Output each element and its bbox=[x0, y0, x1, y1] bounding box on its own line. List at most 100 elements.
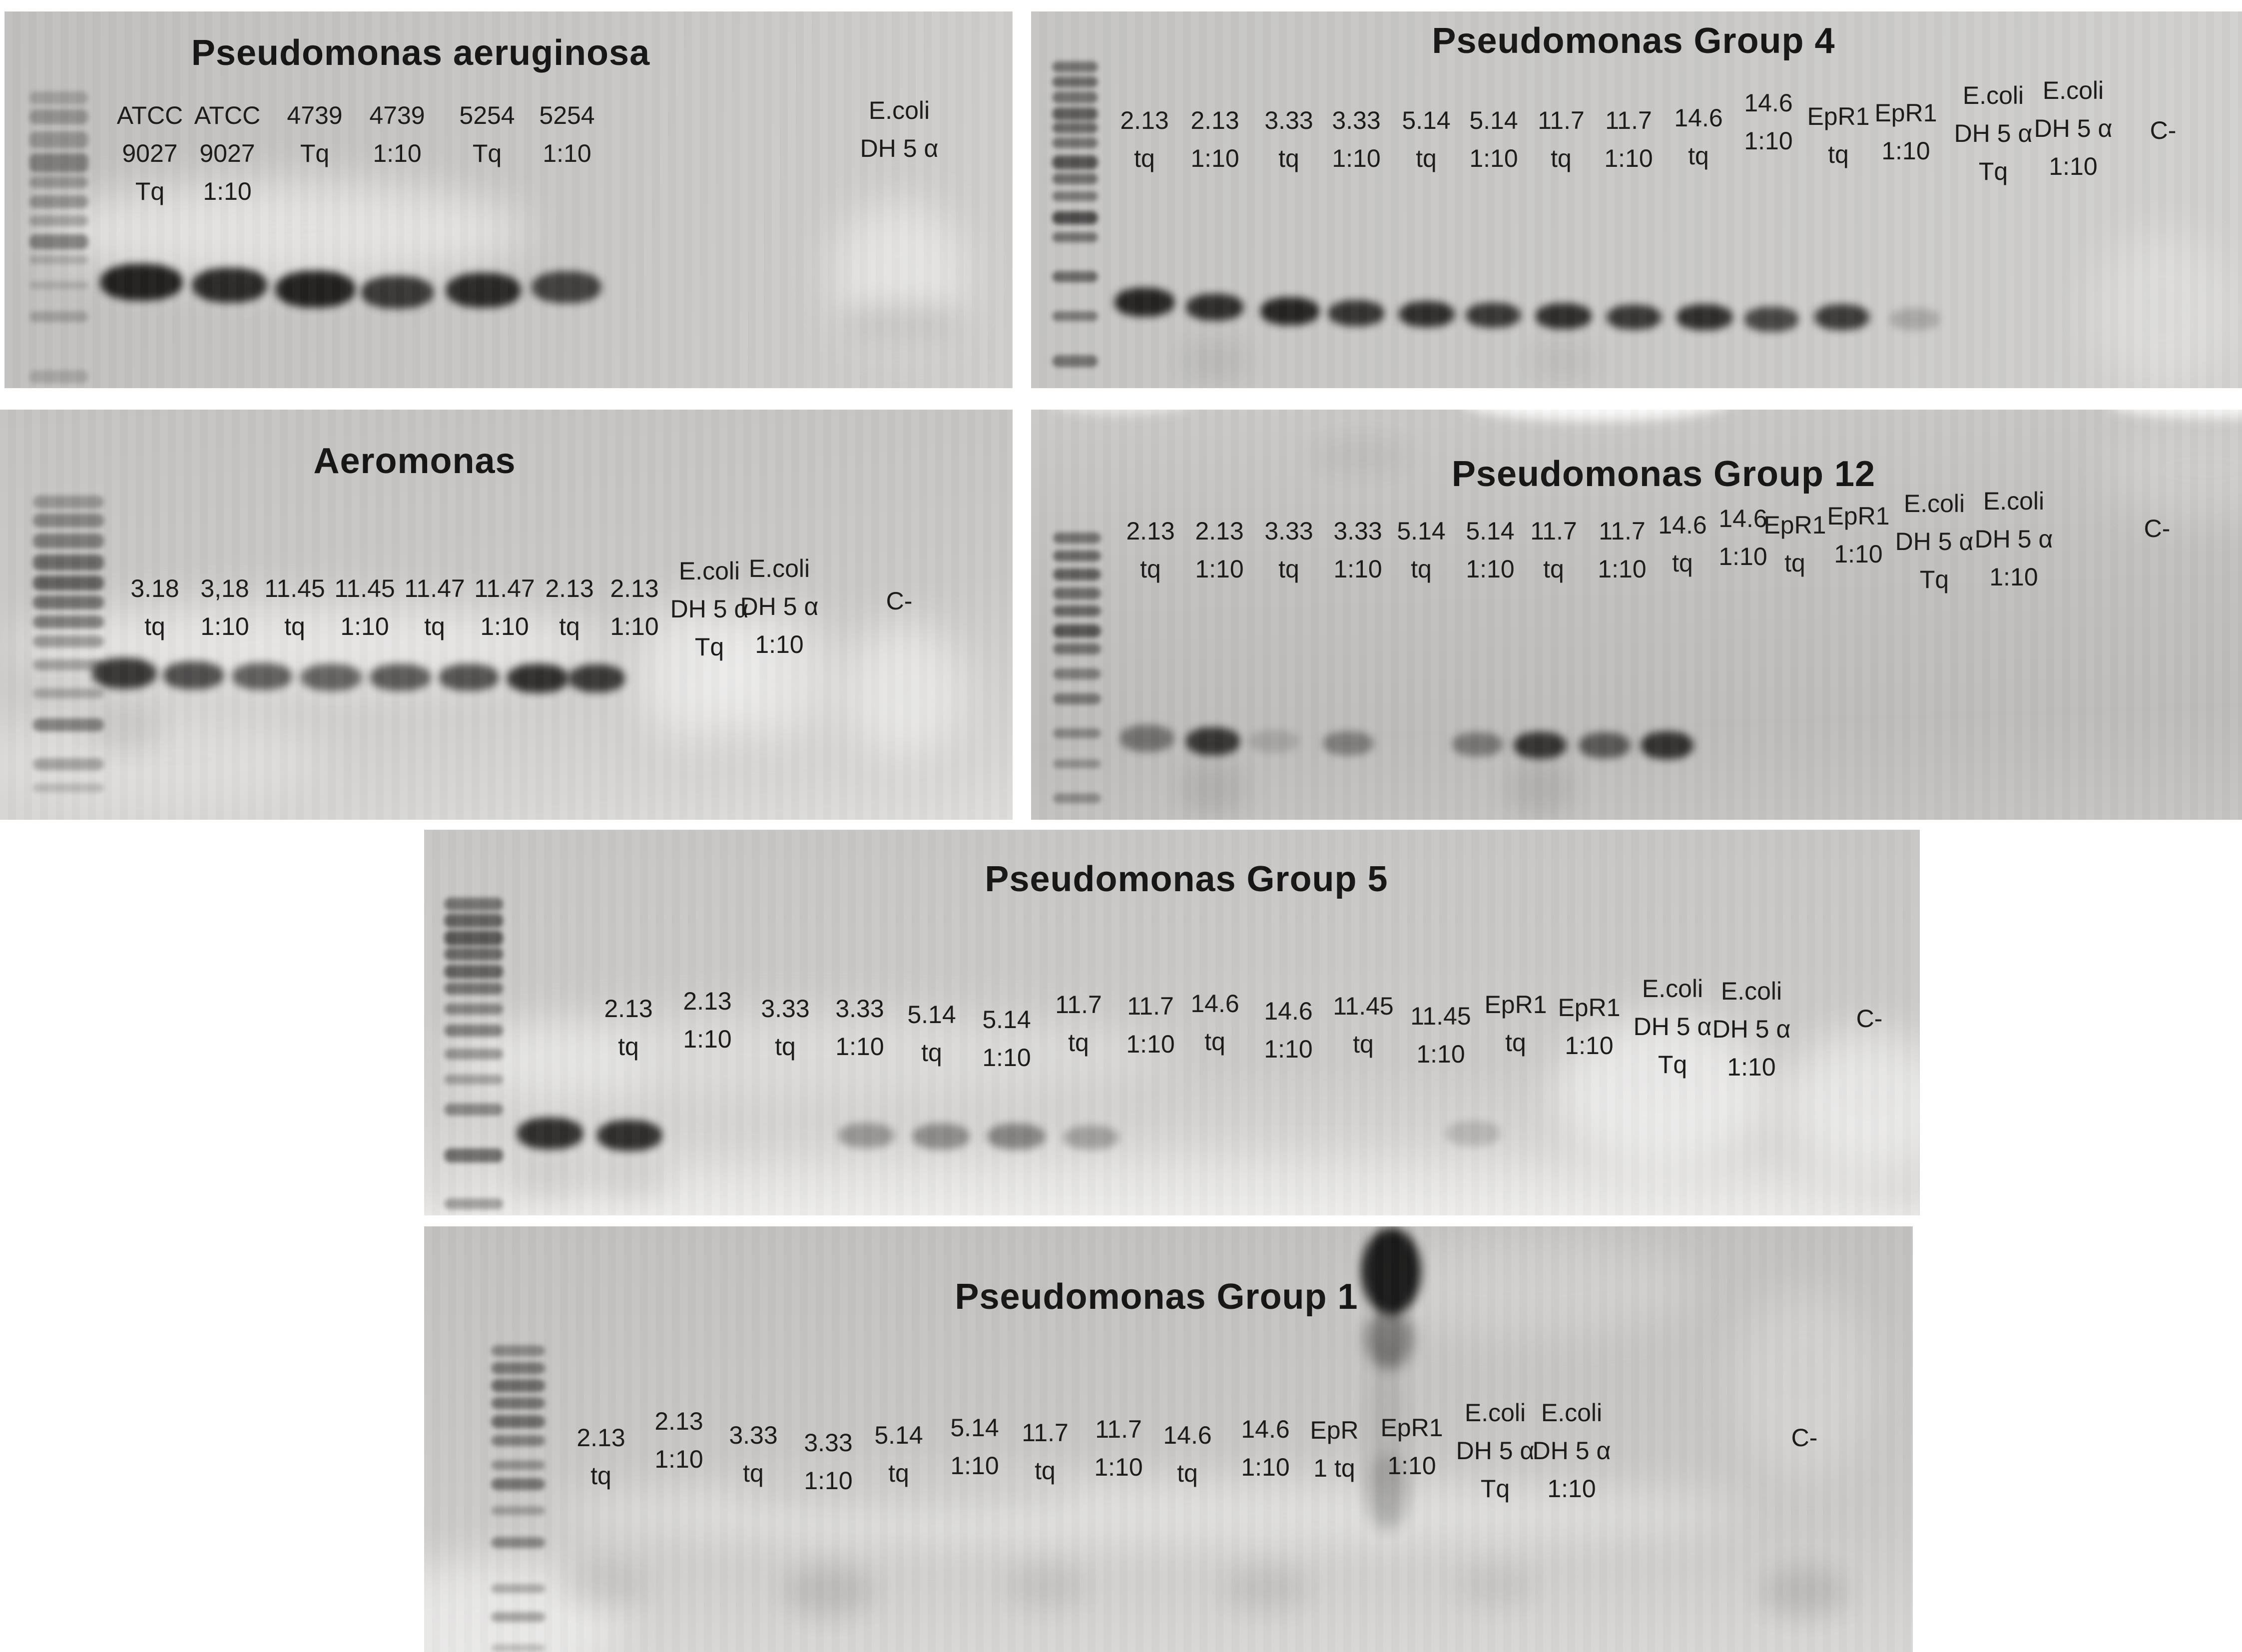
lane-label-line: E.coli bbox=[678, 557, 740, 585]
ladder-rung bbox=[33, 783, 104, 792]
lane-label-line: 5.14 bbox=[1402, 106, 1451, 134]
ladder-rung bbox=[444, 1075, 503, 1085]
lane-label-line: C- bbox=[886, 587, 913, 615]
ladder-rung bbox=[1052, 173, 1098, 184]
lane-label: 2.13 1:10 bbox=[654, 1402, 703, 1478]
lane-label-line: 11.7 bbox=[1599, 517, 1646, 545]
ladder-rung bbox=[29, 255, 88, 264]
lane-label-line: EpR1 bbox=[1827, 502, 1890, 530]
ladder-rung bbox=[33, 575, 104, 590]
gel-band bbox=[439, 664, 499, 691]
lane-label: EpR1 tq bbox=[1763, 506, 1826, 582]
faint-smudge bbox=[784, 1566, 874, 1616]
lane-label-line: 1:10 bbox=[1469, 144, 1518, 172]
lane-label-line: 1:10 bbox=[683, 1025, 732, 1053]
gel-band bbox=[1452, 732, 1503, 756]
ladder-rung bbox=[491, 1397, 545, 1409]
ladder-rung bbox=[1053, 605, 1101, 616]
gel-band bbox=[1186, 294, 1244, 321]
lane-label-line: 1:10 bbox=[1126, 1030, 1175, 1058]
lane-label-line: 5254 bbox=[539, 101, 595, 129]
lane-label: 2.13 1:10 bbox=[1195, 512, 1243, 588]
lane-label-line: 5.14 bbox=[1466, 517, 1515, 545]
lane-label-line: 11.45 bbox=[264, 574, 325, 602]
ladder-rung bbox=[491, 1435, 545, 1446]
lane-label-line: 1:10 bbox=[203, 177, 252, 205]
lane-label: 11.45 tq bbox=[1333, 987, 1393, 1063]
gel-band bbox=[1186, 727, 1240, 755]
lane-label-line: 5254 bbox=[459, 101, 515, 129]
lane-label-line: DH 5 α bbox=[740, 592, 819, 620]
lane-label-line: 2.13 bbox=[1190, 106, 1239, 134]
lane-label-line: 9027 bbox=[199, 139, 255, 167]
lane-label: 2.13 1:10 bbox=[610, 569, 658, 645]
lane-label-line: 11.7 bbox=[1127, 992, 1174, 1020]
lane-label-line: tq bbox=[1416, 144, 1437, 172]
gel-band bbox=[192, 268, 267, 303]
ladder-rung bbox=[491, 1460, 545, 1470]
dark-artifact-blob bbox=[1365, 1309, 1413, 1369]
lane-label: 3.33 1:10 bbox=[1332, 101, 1380, 177]
gel-band bbox=[1064, 1125, 1119, 1149]
gel-band bbox=[1466, 303, 1521, 328]
photo-edge-artifact bbox=[1461, 410, 1730, 421]
dna-ladder bbox=[29, 11, 88, 388]
lane-label: 5.14 1:10 bbox=[950, 1409, 999, 1485]
lane-label: 5.14 1:10 bbox=[982, 1001, 1031, 1077]
lane-label-line: 1:10 bbox=[1190, 144, 1239, 172]
lane-label-line: 4739 bbox=[287, 101, 343, 129]
lane-label: E.coli DH 5 α bbox=[860, 91, 939, 167]
lane-label-line: 1:10 bbox=[1195, 555, 1244, 583]
lane-label-line: tq bbox=[1140, 555, 1161, 583]
gel-band bbox=[1399, 301, 1455, 327]
gel-band bbox=[1814, 304, 1869, 330]
lane-label-line: 14.6 bbox=[1163, 1421, 1212, 1449]
ladder-rung bbox=[1052, 232, 1098, 242]
lane-label: C- bbox=[886, 582, 913, 620]
lane-label-line: Tq bbox=[1919, 565, 1949, 593]
faint-smudge bbox=[1762, 1566, 1847, 1616]
gel-panel-pseudomonas-group-5: 2.13 tq 2.13 1:10 3.33 tq 3.33 1:10 5.14 tq 5.14 1:… bbox=[424, 830, 1920, 1215]
lane-label-line: EpR1 bbox=[1763, 511, 1826, 539]
lane-label-line: 3,18 bbox=[200, 574, 249, 602]
ladder-rung bbox=[33, 659, 104, 670]
lane-label: 3.33 1:10 bbox=[804, 1424, 852, 1500]
lane-label-line: 5.14 bbox=[950, 1414, 999, 1442]
lane-label-line: 11.47 bbox=[404, 574, 465, 602]
ladder-rung bbox=[1052, 355, 1098, 367]
lane-label-line: 11.7 bbox=[1538, 106, 1585, 134]
lane-label-line: E.coli bbox=[1720, 977, 1782, 1005]
lane-label-line: tq bbox=[1505, 1029, 1526, 1057]
faint-smudge bbox=[1180, 762, 1245, 817]
ladder-rung bbox=[1052, 61, 1098, 72]
lane-label-line: tq bbox=[921, 1039, 942, 1067]
lane-label-line: tq bbox=[888, 1459, 909, 1487]
dna-ladder bbox=[33, 410, 104, 820]
ladder-rung bbox=[444, 914, 503, 928]
lane-label-line: 1:10 bbox=[835, 1033, 884, 1061]
lane-label-line: DH 5 α bbox=[1633, 1013, 1712, 1041]
lane-label-line: EpR1 bbox=[1484, 991, 1547, 1019]
lane-label-line: 11.7 bbox=[1530, 517, 1577, 545]
lane-label: E.coli DH 5 α 1:10 bbox=[1533, 1394, 1611, 1508]
ladder-rung bbox=[33, 758, 104, 770]
lane-label-line: 1:10 bbox=[1598, 555, 1647, 583]
lane-label-line: tq bbox=[284, 612, 305, 640]
lane-label: 4739 Tq bbox=[287, 96, 342, 172]
ladder-rung bbox=[491, 1506, 545, 1515]
ladder-rung bbox=[33, 514, 104, 528]
lane-label: E.coli DH 5 α Tq bbox=[670, 552, 749, 666]
lane-label-line: 1:10 bbox=[1727, 1053, 1776, 1081]
ladder-rung bbox=[29, 281, 88, 289]
photo-edge-artifact bbox=[1046, 410, 1196, 414]
lane-label-line: DH 5 α bbox=[1456, 1437, 1535, 1465]
lane-label: 5.14 1:10 bbox=[1466, 512, 1514, 588]
lane-label-line: 3.33 bbox=[761, 995, 810, 1023]
lane-label-line: 5.14 bbox=[874, 1421, 923, 1449]
lane-label-line: tq bbox=[1543, 555, 1564, 583]
lane-label: C- bbox=[2144, 510, 2171, 548]
gel-band bbox=[1514, 732, 1567, 759]
lane-label-line: 1:10 bbox=[1989, 563, 2038, 591]
ladder-rung bbox=[1052, 107, 1098, 120]
ladder-rung bbox=[33, 635, 104, 647]
